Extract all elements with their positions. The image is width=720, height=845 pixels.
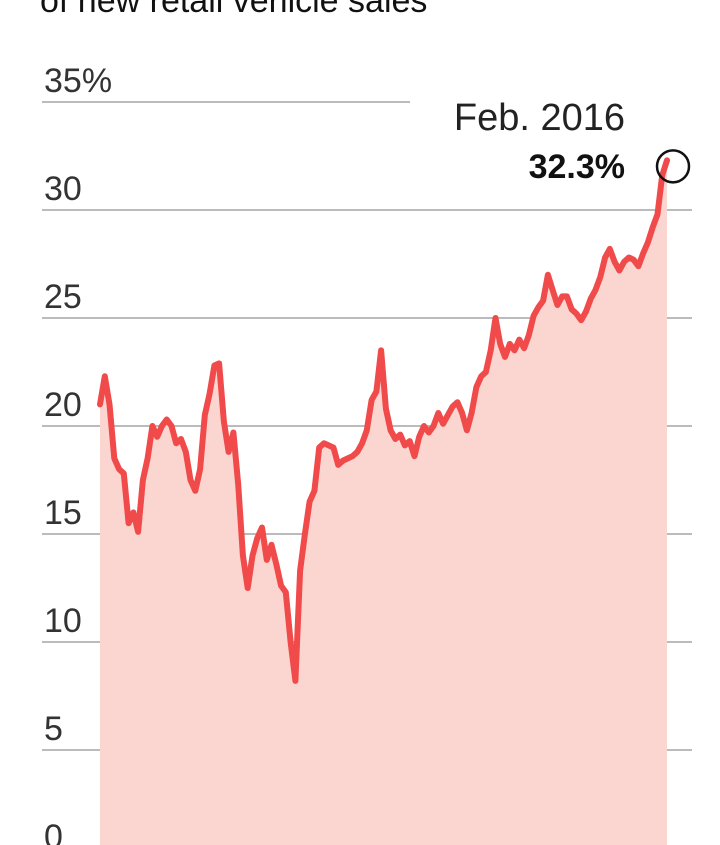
area-layer (100, 160, 667, 845)
y-tick-label-0: 0 (44, 818, 63, 845)
y-tick-labels: 35% 30 25 20 15 10 5 0 (44, 62, 112, 845)
y-tick-label-10: 10 (44, 602, 82, 640)
annotation-date-label: Feb. 2016 (454, 97, 625, 139)
annotation: Feb. 2016 32.3% (454, 97, 691, 186)
y-tick-label-25: 25 (44, 278, 82, 316)
y-tick-label-5: 5 (44, 710, 63, 748)
annotation-marker (655, 149, 691, 184)
series-line (97, 157, 670, 684)
line-layer (97, 157, 670, 684)
y-tick-label-15: 15 (44, 494, 82, 532)
y-tick-label-20: 20 (44, 386, 82, 424)
y-tick-label-35: 35% (44, 62, 112, 100)
annotation-value-label: 32.3% (529, 148, 625, 186)
chart-title: of new retail vehicle sales (40, 0, 427, 20)
area-fill (100, 160, 667, 845)
y-tick-label-30: 30 (44, 170, 82, 208)
